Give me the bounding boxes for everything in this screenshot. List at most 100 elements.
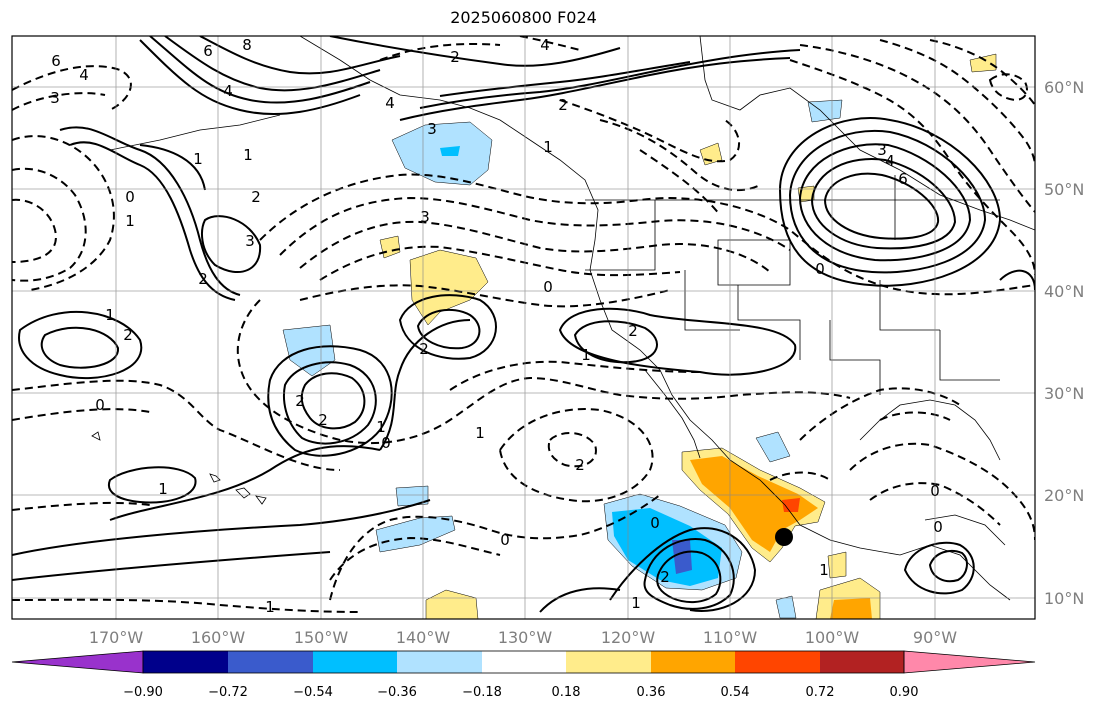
contour-label: 3 <box>427 120 437 138</box>
contour-label: 1 <box>193 150 203 168</box>
longitude-labels: 170°W 160°W 150°W 140°W 130°W 120°W 110°… <box>89 628 957 647</box>
contour-label: 0 <box>95 396 105 414</box>
lat-tick-label: 50°N <box>1044 180 1084 199</box>
contour-label: 0 <box>930 482 940 500</box>
contour-label: 3 <box>877 141 887 159</box>
negative-anomaly-region <box>440 146 460 156</box>
map-title: 2025060800 F024 <box>450 8 597 27</box>
contour-label: 2 <box>419 340 429 358</box>
lon-tick-label: 170°W <box>89 628 144 647</box>
colorbar-low-extension <box>11 650 144 674</box>
contour-label: 2 <box>628 322 638 340</box>
negative-anomaly-region <box>775 595 797 619</box>
lon-tick-label: 160°W <box>191 628 246 647</box>
lat-tick-label: 10°N <box>1044 589 1084 608</box>
contour-label: 1 <box>543 138 553 156</box>
graticule <box>12 36 1035 619</box>
contour-label: 2 <box>450 48 460 66</box>
contour-label: 2 <box>318 411 328 429</box>
colorbar-tick-label: 0.36 <box>637 685 666 700</box>
contour-label: 2 <box>558 96 568 114</box>
colorbar-segment <box>651 651 735 673</box>
colorbar-segment <box>820 651 904 673</box>
contour-label: 2 <box>575 456 585 474</box>
lon-tick-label: 130°W <box>498 628 553 647</box>
contour-label: 2 <box>295 392 305 410</box>
lon-tick-label: 150°W <box>294 628 349 647</box>
colorbar-segment <box>482 651 566 673</box>
positive-anomaly-region <box>409 249 489 326</box>
colorbar-segment <box>397 651 482 673</box>
contour-label: 0 <box>381 434 391 452</box>
contour-label: 0 <box>543 278 553 296</box>
latitude-labels: 60°N 50°N 40°N 30°N 20°N 10°N <box>1044 78 1084 608</box>
negative-contours <box>12 36 1035 613</box>
positive-contours <box>12 36 1035 613</box>
peak-negative-region <box>672 540 692 574</box>
lon-tick-label: 110°W <box>703 628 758 647</box>
contour-label: 1 <box>105 306 115 324</box>
contour-label: 4 <box>79 66 89 84</box>
contour-label: 1 <box>243 146 253 164</box>
contour-label: 2 <box>123 326 133 344</box>
strong-positive-region <box>690 456 818 552</box>
contour-label: 0 <box>933 518 943 536</box>
contour-label: 4 <box>885 152 895 170</box>
positive-anomaly-region <box>827 551 847 579</box>
contour-label: 8 <box>242 36 252 54</box>
contour-label: 0 <box>500 531 510 549</box>
negative-anomaly-region <box>755 431 791 463</box>
contour-label: 1 <box>125 212 135 230</box>
peak-positive-region <box>782 498 800 512</box>
contour-label: 4 <box>385 94 395 112</box>
colorbar-high-extension <box>903 650 1036 674</box>
colorbar-segment <box>228 651 313 673</box>
colorbar-tick-label: −0.54 <box>293 685 333 700</box>
contour-label: 0 <box>650 514 660 532</box>
colorbar-segment <box>313 651 397 673</box>
negative-anomaly-region <box>395 485 429 507</box>
map-area: 6 4 8 6 4 2 4 2 3 3 1 2 3 1 2 4 6 3 4 1 … <box>12 36 1035 619</box>
colorbar-tick-label: −0.18 <box>462 685 502 700</box>
islands <box>91 431 267 505</box>
contour-label: 3 <box>50 89 60 107</box>
lat-tick-label: 60°N <box>1044 78 1084 97</box>
lat-tick-label: 20°N <box>1044 486 1084 505</box>
colorbar-tick-label: −0.72 <box>208 685 248 700</box>
colorbar-tick-label: 0.90 <box>890 685 919 700</box>
positive-anomaly-region <box>425 589 479 619</box>
location-marker <box>775 528 793 546</box>
colorbar: −0.90 −0.72 −0.54 −0.36 −0.18 0.18 0.36 … <box>11 650 1036 700</box>
contour-label: 3 <box>420 208 430 226</box>
contour-label: 1 <box>158 480 168 498</box>
contour-label: 4 <box>223 82 233 100</box>
contour-label: 1 <box>819 561 829 579</box>
contour-label: 6 <box>898 170 908 188</box>
contour-label: 6 <box>203 42 213 60</box>
colorbar-tick-label: 0.18 <box>552 685 581 700</box>
lon-tick-label: 90°W <box>913 628 957 647</box>
contour-label: 1 <box>631 594 641 612</box>
lon-tick-label: 100°W <box>805 628 860 647</box>
colorbar-segment <box>566 651 651 673</box>
colorbar-tick-label: 0.72 <box>806 685 835 700</box>
map-frame <box>11 35 1036 620</box>
contour-label: 0 <box>125 188 135 206</box>
lat-tick-label: 40°N <box>1044 282 1084 301</box>
lon-tick-label: 120°W <box>601 628 656 647</box>
negative-anomaly-region <box>375 515 456 553</box>
colorbar-tick-label: −0.36 <box>377 685 417 700</box>
contour-label: 0 <box>815 260 825 278</box>
colorbar-segment <box>735 651 820 673</box>
strong-positive-region <box>830 598 872 619</box>
contour-labels: 6 4 8 6 4 2 4 2 3 3 1 2 3 1 2 4 6 3 4 1 … <box>50 36 943 616</box>
contour-label: 1 <box>581 346 591 364</box>
contour-label: 6 <box>51 52 61 70</box>
colorbar-segment <box>143 651 228 673</box>
contour-label: 1 <box>376 418 386 436</box>
negative-anomaly-region <box>807 99 843 123</box>
contour-label: 2 <box>251 188 261 206</box>
contour-label: 2 <box>660 568 670 586</box>
lat-tick-label: 30°N <box>1044 384 1084 403</box>
positive-anomaly-region <box>969 53 997 73</box>
